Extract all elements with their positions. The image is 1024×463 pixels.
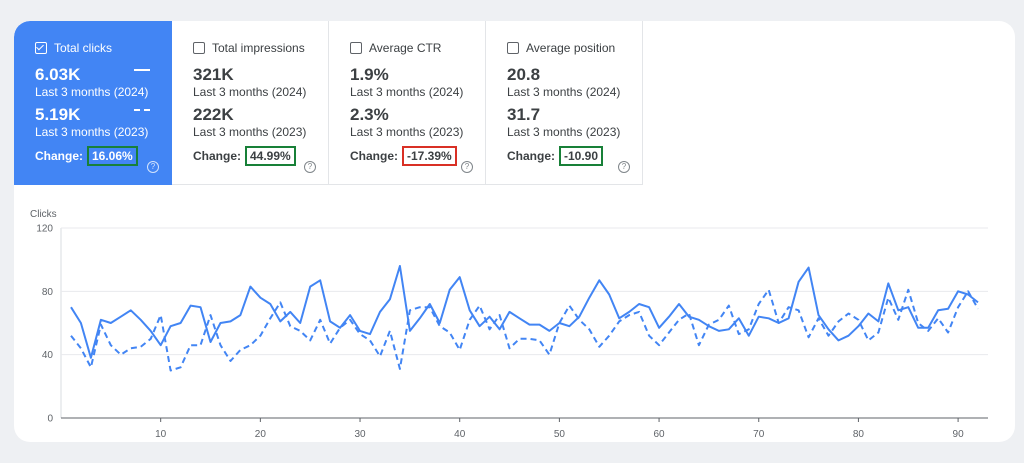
change-label: Change: [35,149,83,163]
solid-line-legend-icon [134,69,150,71]
change-value: -10.90 [559,146,604,166]
y-tick-label: 80 [42,287,54,298]
checkbox-icon[interactable] [507,42,519,54]
checkbox-checked-icon[interactable] [35,42,47,54]
help-icon[interactable]: ? [147,161,159,173]
y-tick-label: 0 [47,414,53,425]
change-value: 44.99% [245,146,296,166]
change-value: -17.39% [402,146,457,166]
metric-period-2023: Last 3 months (2023) [35,125,149,139]
chart-grid [60,227,988,422]
x-tick-label: 20 [255,429,267,440]
x-tick-label: 30 [354,429,366,440]
x-tick-label: 70 [753,429,765,440]
metric-title: Average CTR [369,41,442,55]
clicks-line-chart: Clicks 0 40 80 120 10 20 30 40 50 60 70 80 90 [30,209,988,440]
metric-header: Average CTR [350,41,441,55]
metric-value-2024: 1.9% [350,65,389,84]
metric-change: Change: 16.06% [35,146,138,166]
help-icon[interactable]: ? [618,161,630,173]
series-lines [70,265,979,372]
metric-total-clicks[interactable]: Total clicks 6.03K Last 3 months (2024) … [14,21,172,185]
metric-value-2024: 6.03K [35,65,81,84]
dashed-line-legend-icon [134,109,150,111]
metric-header: Total impressions [193,41,305,55]
metric-value-2024: 321K [193,65,234,84]
x-tick-label: 90 [953,429,965,440]
metric-period-2023: Last 3 months (2023) [193,125,307,139]
metric-header: Average position [507,41,615,55]
metric-value-2023: 31.7 [507,105,541,124]
help-icon[interactable]: ? [304,161,316,173]
x-tick-label: 40 [454,429,466,440]
change-label: Change: [350,149,398,163]
x-tick-label: 50 [554,429,566,440]
metric-header: Total clicks [35,41,112,55]
y-tick-label: 40 [42,350,54,361]
metric-title: Total clicks [54,41,113,55]
metric-total-impressions[interactable]: Total impressions 321K Last 3 months (20… [172,21,329,185]
metric-change: Change: 44.99% [193,146,296,166]
change-label: Change: [193,149,241,163]
series-2024-line [70,265,979,359]
metric-period-2024: Last 3 months (2024) [35,85,149,99]
x-tick-label: 10 [155,429,167,440]
metric-period-2024: Last 3 months (2024) [507,85,621,99]
metric-period-2023: Last 3 months (2023) [507,125,621,139]
metric-value-2023: 2.3% [350,105,389,124]
metric-value-2023: 5.19K [35,105,81,124]
change-label: Change: [507,149,555,163]
metric-period-2024: Last 3 months (2024) [350,85,464,99]
checkbox-icon[interactable] [193,42,205,54]
series-2023-line [70,288,979,372]
performance-card: Total clicks 6.03K Last 3 months (2024) … [14,21,1015,442]
metric-title: Total impressions [212,41,305,55]
metric-value-2023: 222K [193,105,234,124]
y-tick-labels: 0 40 80 120 [36,224,53,425]
metric-average-position[interactable]: Average position 20.8 Last 3 months (202… [486,21,643,185]
metric-change: Change: -17.39% [350,146,457,166]
checkbox-icon[interactable] [350,42,362,54]
y-tick-label: 120 [36,224,53,235]
metric-change: Change: -10.90 [507,146,604,166]
x-tick-labels: 10 20 30 40 50 60 70 80 90 [155,429,964,440]
metric-period-2023: Last 3 months (2023) [350,125,464,139]
metric-period-2024: Last 3 months (2024) [193,85,307,99]
x-tick-label: 60 [654,429,666,440]
y-axis-label: Clicks [30,209,57,220]
x-tick-label: 80 [853,429,865,440]
change-value: 16.06% [87,146,138,166]
metric-average-ctr[interactable]: Average CTR 1.9% Last 3 months (2024) 2.… [329,21,486,185]
help-icon[interactable]: ? [461,161,473,173]
metric-title: Average position [526,41,616,55]
metric-value-2024: 20.8 [507,65,541,84]
